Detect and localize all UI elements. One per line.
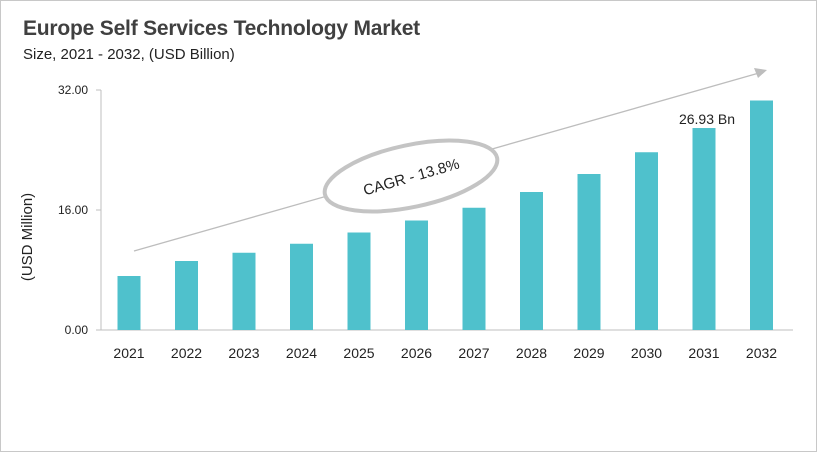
x-tick-label: 2026 [401,345,432,361]
bar-2023 [232,252,256,330]
bar-2028 [520,192,543,330]
bar-2031 [692,128,716,330]
bar-2022 [175,261,198,330]
x-tick-label: 2030 [631,345,662,361]
x-tick-label: 2024 [286,345,317,361]
x-tick-label: 2032 [746,345,777,361]
data-label: 26.93 Bn [679,111,735,127]
x-tick-label: 2023 [228,345,259,361]
y-tick-label: 16.00 [58,203,88,217]
x-tick-label: 2028 [516,345,547,361]
bar-2026 [405,220,428,330]
bar-2024 [290,243,313,330]
x-tick-label: 2025 [343,345,374,361]
trend-arrow-head [754,68,767,78]
cagr-ellipse [322,138,500,214]
bar-2032 [750,100,773,330]
y-axis-label: (USD Million) [19,193,36,281]
x-tick-label: 2031 [688,345,719,361]
bar-2030 [635,152,658,330]
bar-2025 [347,232,371,330]
chart-title: Europe Self Services Technology Market [23,17,420,40]
x-tick-label: 2029 [573,345,604,361]
bar-2021 [117,276,141,330]
x-tick-label: 2021 [113,345,144,361]
y-tick-label: 32.00 [58,83,88,97]
bar-2029 [577,174,601,330]
chart-subtitle: Size, 2021 - 2032, (USD Billion) [23,46,235,63]
y-tick-label: 0.00 [65,323,89,337]
x-tick-label: 2027 [458,345,489,361]
x-tick-label: 2022 [171,345,202,361]
bar-2027 [462,207,486,330]
